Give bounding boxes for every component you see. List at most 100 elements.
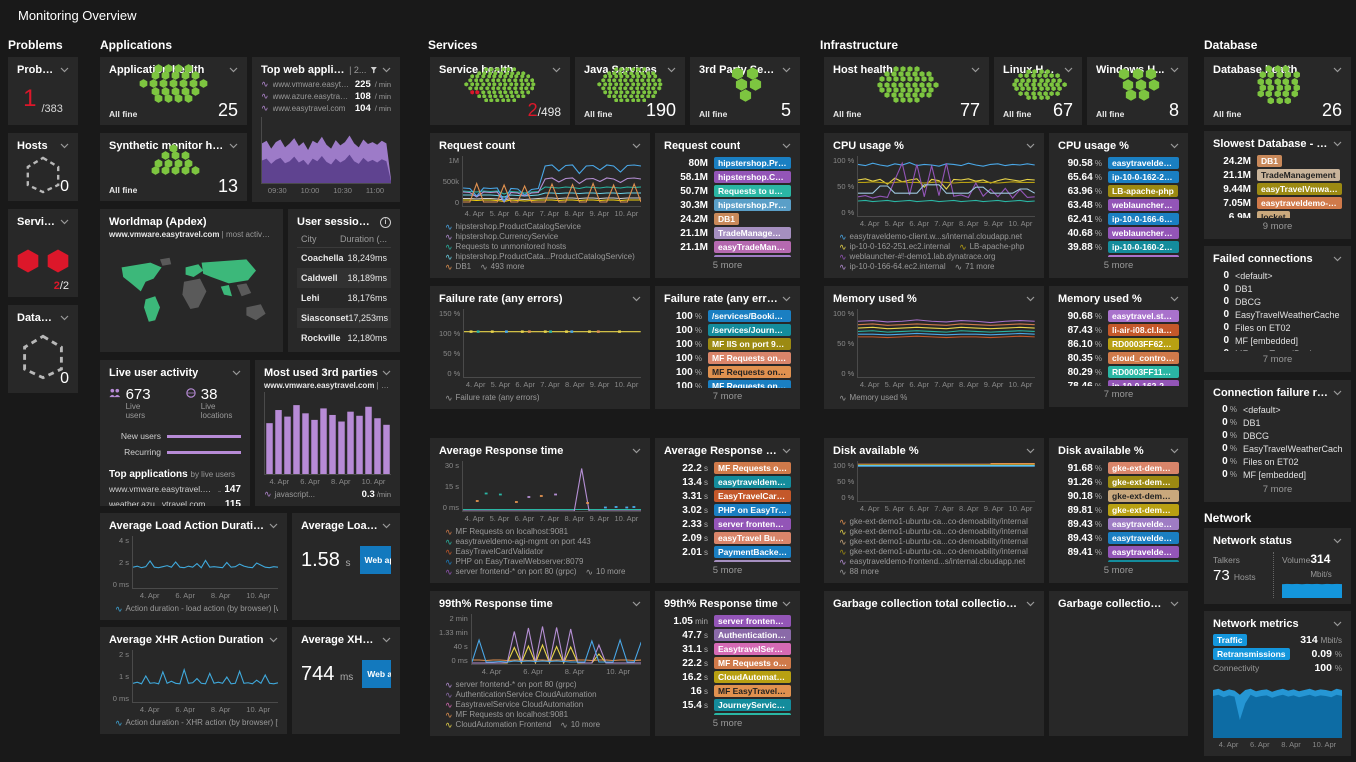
tile-hosts-problems[interactable]: Hosts 0	[8, 133, 78, 201]
chevron-down-icon[interactable]	[782, 143, 791, 149]
tile-worldmap[interactable]: Worldmap (Apdex) www.vmware.easytravel.c…	[100, 209, 283, 352]
chevron-down-icon[interactable]	[1026, 143, 1035, 149]
entity-chip[interactable]: server frontend-* on port 80 (gr...	[714, 518, 791, 530]
tile-request-count-list[interactable]: Request count 80M hipstershop.ProductCata…	[655, 133, 800, 278]
entity-label[interactable]: MF [embedded]	[1235, 335, 1299, 346]
entity-chip[interactable]: easytraveldemo-agi-db	[1257, 197, 1342, 209]
legend-item[interactable]: ∿ MF Requests on localhost:9081	[445, 527, 568, 537]
entity-chip[interactable]: CloudAutomation Frontend	[714, 671, 791, 683]
entity-chip[interactable]: hipstershop.CurrencyService	[714, 171, 791, 183]
legend-item[interactable]: ∿ easytraveldemo-client.w...s/internal.cl…	[839, 232, 1022, 242]
chevron-down-icon[interactable]	[1064, 67, 1073, 73]
chevron-down-icon[interactable]	[782, 296, 791, 302]
list-row[interactable]: 80.35 % cloud_controller_work...	[1058, 352, 1179, 364]
list-row[interactable]: 89.81 % gke-ext-demo1-ubunt...	[1058, 504, 1179, 516]
entity-chip[interactable]: RD0003FF6211CF	[1108, 338, 1179, 350]
legend-item[interactable]: ∿ EasyTravelCardValidator	[445, 547, 544, 557]
entity-chip[interactable]: MF Requests on 192.168.83.245:70	[708, 380, 791, 388]
legend-item[interactable]: ∿ Failure rate (any errors)	[445, 393, 540, 403]
list-row[interactable]: 2.01 s PaymentBackend/PaymentReg...	[664, 546, 791, 558]
entity-chip[interactable]: TradeManagement	[1257, 169, 1340, 181]
entity-chip[interactable]: gke-ext-demo1-ubunt...	[1108, 560, 1179, 562]
chevron-down-icon[interactable]	[60, 67, 69, 73]
chevron-down-icon[interactable]	[632, 448, 641, 454]
entity-chip[interactable]: ip-10-0-162-251.ec2.int...	[1108, 171, 1179, 183]
chevron-down-icon[interactable]	[269, 523, 278, 529]
chevron-down-icon[interactable]	[382, 523, 391, 529]
entity-chip[interactable]: MF Requests on 192.168.83.245:25	[708, 366, 791, 378]
legend-item[interactable]: ∿ easytraveldemo-frontend...s/internal.cl…	[839, 557, 1025, 567]
list-row[interactable]: 0 % DB1	[1213, 417, 1342, 428]
show-more[interactable]: 9 more	[1262, 221, 1293, 232]
entity-chip[interactable]: easytravel.staging	[1108, 310, 1179, 322]
entity-label[interactable]: MF [embedded]	[1243, 469, 1307, 480]
entity-label[interactable]: DB1	[1243, 417, 1261, 428]
tile-disk-available-list[interactable]: Disk available % 91.68 % gke-ext-demo1-ub…	[1049, 438, 1188, 583]
legend-item[interactable]: ∿ server frontend-* on port 80 (grpc)	[445, 567, 577, 577]
show-more[interactable]: 5 more	[712, 718, 743, 729]
entity-chip[interactable]: gke-ext-demo1-ubunt...	[1108, 476, 1179, 488]
table-row[interactable]: Coachella 18,249ms	[301, 253, 387, 263]
entity-chip[interactable]: AuthenticationService Cloud...	[714, 629, 791, 641]
entity-chip[interactable]: TradeManagement	[714, 227, 791, 239]
entity-chip[interactable]: MF IIS on port 9000	[708, 338, 791, 350]
legend-item[interactable]: ∿ LB-apache-php	[959, 242, 1024, 252]
chevron-down-icon[interactable]	[232, 370, 241, 376]
list-row[interactable]: 90.58 % easytraveldemo-clien...	[1058, 157, 1179, 169]
top-web-row[interactable]: ∿www.vmware.easytravel.com225/ min	[261, 79, 391, 90]
legend-item[interactable]: ∿ CloudAutomation Frontend	[445, 720, 551, 730]
entity-chip[interactable]: DB1	[1257, 155, 1283, 167]
list-row[interactable]: 24.2M DB1	[1213, 155, 1342, 167]
top-application-row[interactable]: www.vmware.easytravel.com 147	[109, 484, 241, 495]
list-row[interactable]: 7.05M easytraveldemo-agi-db	[1213, 197, 1342, 209]
entity-chip[interactable]: cloud_controller_work...	[1108, 352, 1179, 364]
list-row[interactable]: 0 % Files on ET02	[1213, 456, 1342, 467]
show-more[interactable]: 7 more	[712, 391, 743, 402]
chevron-down-icon[interactable]	[782, 67, 791, 73]
list-row[interactable]: 40.68 % weblauncher-demo.c...	[1058, 227, 1179, 239]
list-row[interactable]: 16.2 s CloudAutomation Frontend	[664, 671, 791, 683]
chevron-down-icon[interactable]	[1026, 448, 1035, 454]
entity-chip[interactable]: MF Requests on localhost:9081	[714, 462, 791, 474]
entity-chip[interactable]: ip-10-0-162-251.ec2.int...	[1108, 380, 1179, 386]
tile-linux-hosts[interactable]: Linux Hosts All fine 67	[994, 57, 1082, 125]
tile-connection-failure-rate[interactable]: Connection failure rate 0 % <default> 0 % D…	[1204, 380, 1351, 502]
chevron-down-icon[interactable]	[1170, 296, 1179, 302]
list-row[interactable]: 63.96 % LB-apache-php	[1058, 185, 1179, 197]
chevron-down-icon[interactable]	[1170, 143, 1179, 149]
entity-chip[interactable]: easytraveldemo-back...	[1108, 546, 1179, 558]
tile-network-metrics[interactable]: Network metrics Traffic 314 Mbit/s Retrans…	[1204, 611, 1351, 756]
entity-chip[interactable]: ip-10-0-166-64.ec2.int...	[1108, 213, 1179, 225]
entity-chip[interactable]: easytravel.staging	[1108, 255, 1179, 257]
chevron-down-icon[interactable]	[382, 637, 391, 643]
entity-chip[interactable]: locket	[1257, 211, 1290, 218]
list-row[interactable]: 89.41 % easytraveldemo-back...	[1058, 546, 1179, 558]
entity-label[interactable]: DB1	[1235, 283, 1253, 294]
entity-label[interactable]: EasyTravelWeatherCache	[1243, 443, 1342, 454]
list-row[interactable]: 0 % <default>	[1213, 404, 1342, 415]
legend-item[interactable]: ∿ Action duration - load action (by brows…	[115, 604, 278, 614]
legend-item[interactable]: ∿ server frontend-* on port 80 (grpc)	[445, 680, 577, 690]
entity-chip[interactable]: easytraveldemo-agi-mgmt on ...	[714, 476, 791, 488]
entity-chip[interactable]: li-air-i08.cl.lab.dynatr...	[1108, 324, 1179, 336]
info-icon[interactable]: i	[380, 216, 391, 228]
legend-item[interactable]: ∿ gke-ext-demo1-ubuntu-ca...co-demoabilit…	[839, 517, 1028, 527]
tile-avg-response-list[interactable]: Average Response time 22.2 s MF Requests …	[655, 438, 800, 583]
list-row[interactable]: 21.1M TradeManagement	[664, 227, 791, 239]
metric-chip[interactable]: Connectivity	[1213, 663, 1260, 673]
legend-item[interactable]: ∿ weblauncher-#!-demo1.lab.dynatrace.org	[839, 252, 995, 262]
list-row[interactable]: 78.46 % ip-10-0-162-251.ec2.int...	[1058, 380, 1179, 386]
legend-item[interactable]: ∿ Memory used %	[839, 393, 907, 403]
chevron-down-icon[interactable]	[1333, 67, 1342, 73]
tile-memory-used-list[interactable]: Memory used % 90.68 % easytravel.staging 8…	[1049, 286, 1188, 407]
entity-chip[interactable]: hipstershop.ProductCatalogSe...	[714, 199, 791, 211]
list-row[interactable]: 21.1M easyTradeManager	[664, 241, 791, 253]
list-row[interactable]: 0 MF easyTravelBusiness	[1213, 348, 1342, 351]
list-row[interactable]: 100 % /services/BookingService/ on p...	[664, 310, 791, 322]
entity-label[interactable]: Files on ET02	[1243, 456, 1299, 467]
tile-host-health[interactable]: Host health All fine 77	[824, 57, 989, 125]
entity-chip[interactable]: easytraveldemo-front...	[1108, 518, 1179, 530]
